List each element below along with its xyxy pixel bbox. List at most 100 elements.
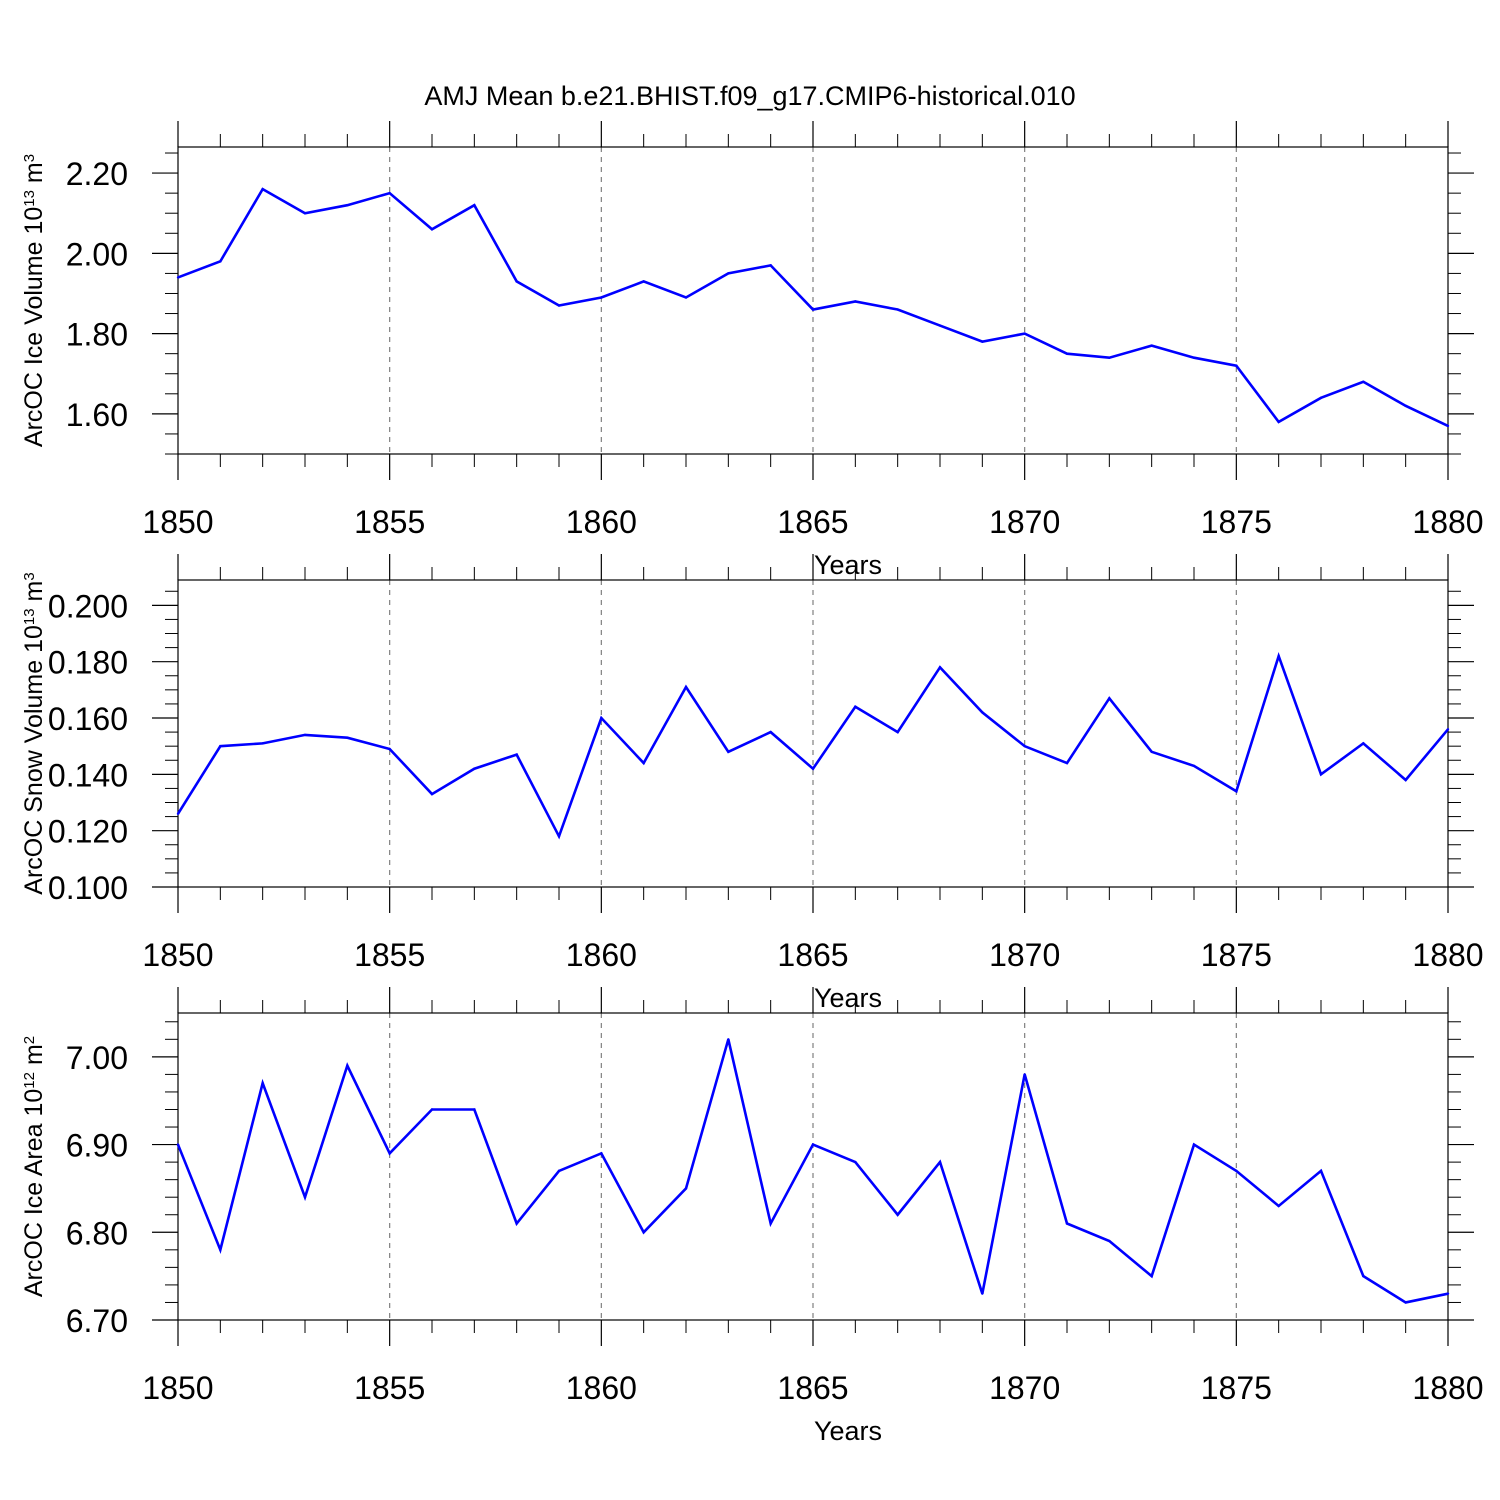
data-point (727, 750, 730, 754)
y-axis-label-unit: m (20, 581, 48, 609)
y-axis-label-exponent: 12 (21, 1072, 38, 1089)
data-point (1150, 750, 1153, 754)
y-tick-label: 6.70 (66, 1303, 128, 1339)
y-tick-label: 1.80 (66, 317, 128, 353)
data-point (981, 340, 984, 343)
y-axis-label-exponent: 13 (21, 190, 38, 207)
chart-panel-2: 1850 1855 1860 1865 1870 1875 1880 0.100 0.120 0.… (20, 554, 1484, 1013)
x-tick-label: 1855 (354, 1370, 425, 1406)
data-point (1362, 742, 1365, 745)
data-point (981, 711, 984, 714)
data-point (430, 228, 434, 231)
data-point (896, 308, 899, 311)
data-point (981, 1292, 984, 1295)
x-tick-label: 1850 (142, 1370, 213, 1406)
data-point (1319, 773, 1323, 776)
data-point (219, 260, 222, 263)
data-point (1362, 380, 1365, 383)
data-point (600, 296, 603, 299)
x-tick-label: 1850 (142, 937, 213, 973)
data-point (1192, 356, 1196, 359)
data-point (1362, 1274, 1365, 1278)
x-tick-label: 1875 (1201, 504, 1272, 540)
data-point (303, 212, 307, 215)
data-point (1065, 1222, 1069, 1225)
y-tick-label: 7.00 (66, 1040, 128, 1076)
x-axis-label: Years (814, 550, 882, 580)
data-point (1319, 1169, 1323, 1173)
data-point (1023, 744, 1026, 748)
y-tick-label: 6.90 (66, 1128, 128, 1164)
data-point (388, 191, 391, 195)
x-tick-label: 1880 (1412, 1370, 1483, 1406)
data-point (1235, 1169, 1238, 1173)
data-point (854, 705, 857, 708)
y-tick-label: 2.00 (66, 236, 128, 272)
x-tick-label: 1875 (1201, 1370, 1272, 1406)
data-point (600, 1152, 603, 1155)
data-point (811, 1143, 815, 1146)
data-point (346, 203, 349, 207)
data-point (1319, 396, 1323, 400)
data-point (1150, 344, 1153, 347)
y-axis-label-unit-exponent: 3 (21, 572, 38, 580)
y-axis-label-unit: m (20, 162, 48, 190)
y-tick-label: 0.200 (48, 588, 128, 624)
data-point (727, 272, 730, 275)
data-point (600, 716, 603, 720)
data-point (1404, 404, 1407, 408)
data-point (1065, 352, 1069, 355)
data-point (473, 1108, 476, 1111)
chart-panel-1: 1850 1855 1860 1865 1870 1875 1880 1.60 1.80 2.00… (20, 121, 1484, 580)
data-point (261, 742, 264, 745)
y-tick-label: 0.180 (48, 645, 128, 681)
data-point (684, 1187, 688, 1190)
data-point (219, 744, 222, 748)
data-point (515, 753, 518, 756)
data-point (176, 276, 180, 279)
data-point (346, 736, 349, 739)
data-point (515, 280, 518, 283)
data-point (854, 300, 857, 303)
x-tick-label: 1870 (989, 937, 1060, 973)
y-axis-label-exponent: 13 (21, 608, 38, 625)
data-point (1277, 1204, 1280, 1208)
y-axis-label: ArcOC Snow Volume 1013 m3 (20, 572, 48, 894)
data-point (1277, 420, 1280, 424)
data-point (642, 761, 645, 765)
y-tick-label: 0.140 (48, 757, 128, 793)
x-axis-label: Years (814, 983, 882, 1013)
data-point (1150, 1274, 1153, 1278)
data-point (811, 308, 815, 311)
data-point (388, 747, 391, 751)
data-point (896, 730, 899, 734)
x-tick-label: 1875 (1201, 937, 1272, 973)
y-axis-label-unit-exponent: 3 (21, 154, 38, 162)
x-tick-label: 1860 (566, 1370, 637, 1406)
data-point (219, 1248, 222, 1252)
data-point (1235, 790, 1238, 793)
data-point (769, 730, 772, 734)
x-tick-label: 1850 (142, 504, 213, 540)
x-tick-label: 1855 (354, 937, 425, 973)
y-axis-label-text: ArcOC Snow Volume 10 (20, 625, 48, 895)
data-point (1023, 332, 1026, 335)
data-point (346, 1064, 349, 1067)
data-point (261, 187, 264, 191)
data-point (642, 280, 645, 283)
panels: 1850 1855 1860 1865 1870 1875 1880 1.60 1.80 2.00… (20, 121, 1484, 1446)
data-point (1108, 697, 1111, 700)
data-point (684, 296, 688, 299)
series-line (176, 1038, 1449, 1304)
y-axis-label: ArcOC Ice Area 1012 m2 (20, 1036, 48, 1297)
y-axis-label-unit: m (20, 1044, 48, 1072)
data-point (557, 304, 561, 307)
data-point (1446, 1292, 1450, 1295)
y-axis-label: ArcOC Ice Volume 1013 m3 (20, 154, 48, 447)
data-point (557, 835, 561, 838)
data-point (303, 1196, 307, 1199)
y-axis-label-text: ArcOC Ice Area 10 (20, 1089, 48, 1297)
data-point (557, 1169, 561, 1173)
data-point (1404, 1301, 1407, 1304)
y-axis-label-text: ArcOC Ice Volume 10 (20, 207, 48, 447)
